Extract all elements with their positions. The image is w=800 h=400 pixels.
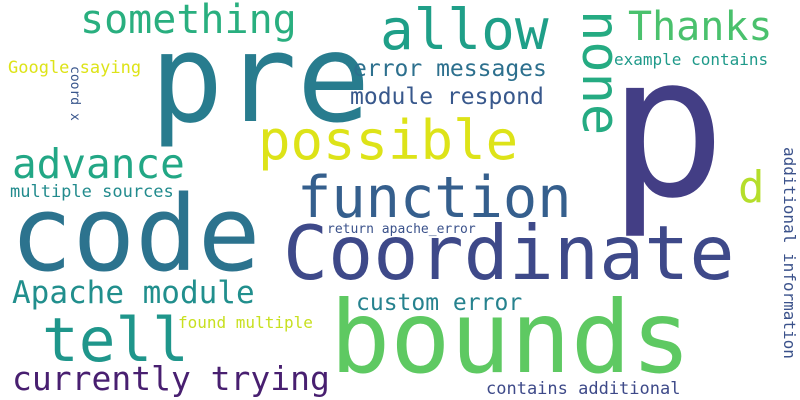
- word-coord-x: coord x: [67, 66, 82, 121]
- word-possible: possible: [258, 109, 519, 172]
- word-return-apache-error: return apache_error: [327, 222, 476, 237]
- word-code: code: [10, 173, 261, 295]
- word-pre: pre: [150, 8, 371, 150]
- word-custom-error: custom error: [356, 290, 523, 316]
- word-none: none: [570, 10, 630, 136]
- word-allow: allow: [380, 0, 549, 63]
- word-thanks: Thanks: [628, 4, 773, 50]
- word-module-respond: module respond: [350, 84, 544, 110]
- word-found-multiple: found multiple: [178, 313, 313, 332]
- word-advance: advance: [12, 140, 185, 188]
- word-apache-module: Apache module: [12, 275, 255, 311]
- word-function: function: [297, 165, 572, 231]
- word-tell: tell: [42, 305, 189, 376]
- word-d: d: [738, 162, 765, 213]
- word-error-messages: error messages: [353, 56, 547, 82]
- word-google-saying: Google saying: [8, 58, 142, 78]
- word-example-contains: example contains: [614, 50, 769, 69]
- word-bounds: bounds: [330, 279, 692, 396]
- word-something: something: [80, 0, 297, 43]
- word-p: p: [608, 14, 727, 242]
- word-multiple-sources: multiple sources: [10, 182, 174, 202]
- word-currently-trying: currently trying: [12, 359, 330, 398]
- word-coordinate: Coordinate: [283, 209, 735, 297]
- word-contains-additional: contains additional: [486, 379, 681, 399]
- word-additional-information: additional information: [780, 147, 799, 359]
